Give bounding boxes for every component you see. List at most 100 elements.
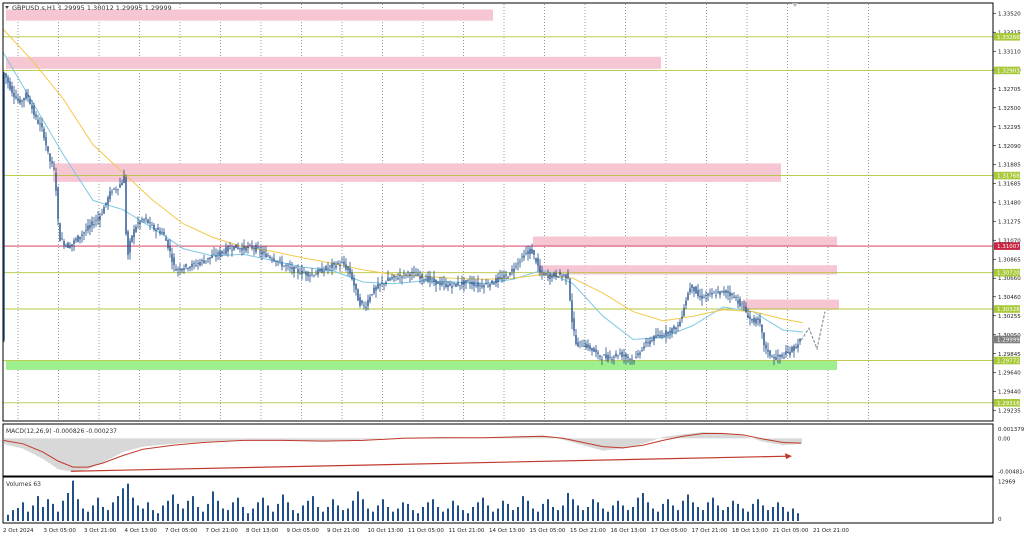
candle-body — [293, 266, 295, 273]
volume-bar — [477, 502, 479, 521]
candle-body — [603, 354, 605, 356]
candle-body — [537, 257, 539, 266]
volume-bar — [757, 499, 759, 521]
macd-panel[interactable]: MACD(12,26,9) -0.000826 -0.000237 0.0013… — [2, 423, 1024, 477]
candle-body — [781, 354, 783, 357]
candle-body — [793, 346, 795, 352]
volume-bar — [22, 502, 24, 521]
candle-body — [37, 120, 39, 124]
price-tag-label: 1.32903 — [997, 68, 1020, 74]
candle-body — [209, 257, 211, 259]
volume-bar — [457, 505, 459, 521]
volume-bar — [252, 508, 254, 521]
candle-body — [183, 268, 185, 270]
candle-body — [233, 246, 235, 250]
candle-body — [533, 250, 535, 255]
shift-marker-icon[interactable] — [792, 3, 798, 7]
candle-body — [473, 281, 475, 286]
candle-body — [115, 189, 117, 191]
supply-zone — [53, 163, 781, 182]
candle-body — [353, 278, 355, 286]
price-panel[interactable]: GBPUSD.s,H1 1.29995 1.30012 1.29995 1.29… — [2, 2, 994, 422]
candle-body — [653, 335, 655, 341]
candle-body — [485, 283, 487, 285]
price-tags: 1.33266 1.32903 1.31768 1.31007 1.30720 1.303… — [994, 32, 1020, 407]
time-tick-label: 2 Oct 2024 — [3, 528, 34, 534]
candle-body — [547, 275, 549, 278]
candle-body — [127, 231, 129, 255]
price-tag — [994, 268, 1020, 277]
volume-bar — [767, 510, 769, 521]
candle-body — [35, 114, 37, 117]
candle-body — [685, 300, 687, 306]
volume-bar — [307, 500, 309, 521]
candle-body — [667, 332, 669, 335]
volume-bar — [277, 503, 279, 521]
candle-body — [725, 290, 727, 293]
volume-bar — [752, 503, 754, 521]
candle-body — [501, 277, 503, 280]
time-tick-label: 21 Oct 05:00 — [773, 528, 809, 534]
supply-zone — [6, 56, 661, 69]
candle-body — [199, 262, 201, 266]
candle-body — [567, 273, 569, 279]
chevron-down-icon[interactable] — [5, 6, 9, 9]
candle-body — [105, 202, 107, 205]
volume-bar — [642, 493, 644, 521]
time-tick-label: 15 Oct 05:00 — [530, 528, 566, 534]
candle-body — [487, 285, 489, 287]
candle-body — [707, 293, 709, 296]
candle-body — [545, 273, 547, 275]
volume-bar — [37, 496, 39, 521]
candle-body — [159, 230, 161, 234]
candle-body — [143, 219, 145, 221]
candle-body — [117, 189, 119, 191]
volume-bar — [632, 507, 634, 521]
candle-body — [241, 248, 243, 251]
candle-body — [167, 240, 169, 249]
time-tick-label: 4 Oct 13:00 — [125, 528, 158, 534]
candle-body — [461, 281, 463, 285]
candle-body — [259, 250, 261, 252]
volume-bar — [182, 508, 184, 521]
time-tick-label: 7 Oct 21:00 — [206, 528, 239, 534]
candle-body — [409, 273, 411, 276]
candle-body — [177, 268, 179, 270]
volume-panel[interactable]: Volumes 63 12969 0 — [2, 476, 1016, 524]
price-tick-label: 1.29640 — [998, 371, 1021, 377]
volume-bar — [557, 510, 559, 521]
volume-bar — [392, 511, 394, 521]
candle-body — [703, 297, 705, 299]
candle-body — [51, 161, 53, 164]
volume-bar — [537, 511, 539, 521]
volume-bar — [407, 503, 409, 521]
candle-body — [231, 249, 233, 251]
candle-body — [379, 284, 381, 286]
volume-bar — [647, 502, 649, 521]
price-tick-label: 1.30865 — [998, 257, 1021, 263]
candle-body — [729, 292, 731, 296]
candle-body — [671, 328, 673, 334]
candle-body — [735, 296, 737, 298]
time-tick-label: 18 Oct 13:00 — [732, 528, 768, 534]
price-tag — [994, 242, 1020, 250]
demand-zone — [6, 360, 837, 370]
candles — [3, 71, 801, 366]
candle-body — [731, 293, 733, 296]
candle-body — [431, 278, 433, 280]
volume-bar — [267, 505, 269, 521]
candle-body — [403, 272, 405, 274]
candle-body — [625, 353, 627, 358]
candle-body — [21, 100, 23, 102]
volume-bar — [677, 510, 679, 521]
candle-body — [573, 318, 575, 332]
candle-body — [131, 235, 133, 242]
volume-bar — [602, 508, 604, 521]
candle-body — [33, 105, 35, 116]
volume-bar — [472, 507, 474, 521]
volume-bar — [797, 513, 799, 521]
candle-body — [589, 345, 591, 350]
volume-bar — [17, 507, 19, 521]
candle-body — [147, 219, 149, 224]
